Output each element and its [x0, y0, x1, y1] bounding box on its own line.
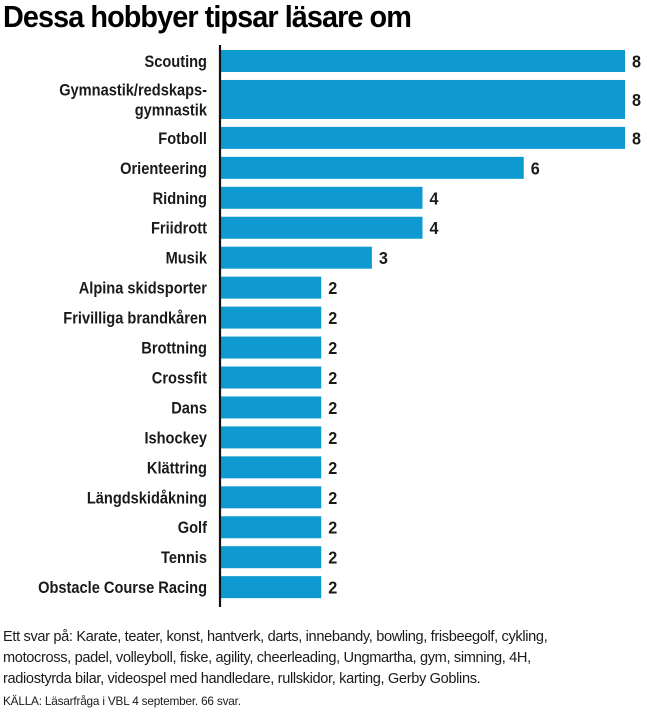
value-labels-layer: 8 8 8 6 4 4 3 2 2 2 2 2 2 2 2 2 2 2 [328, 52, 641, 598]
category-label: Brottning [141, 340, 207, 358]
category-label: Orienteering [120, 160, 207, 178]
bar [221, 426, 322, 449]
category-label: Längdskidåkning [87, 488, 207, 507]
value-label: 8 [632, 129, 641, 149]
category-label: Alpina skidsporter [79, 280, 207, 298]
value-label: 2 [328, 278, 337, 298]
category-label: Musik [166, 250, 208, 268]
value-label: 8 [632, 90, 641, 110]
category-label: Klättring [147, 459, 207, 477]
category-label: Dans [171, 400, 207, 418]
value-label: 6 [531, 159, 540, 179]
value-label: 2 [328, 398, 337, 418]
bar-chart: Scouting Gymnastik/redskaps-gymnastik Fotb… [38, 45, 641, 607]
bar [221, 336, 322, 359]
category-label: Fotboll [158, 130, 207, 148]
bar [221, 576, 322, 599]
value-label: 2 [328, 308, 337, 328]
value-label: 2 [328, 338, 337, 358]
category-label: Obstacle Course Racing [38, 579, 207, 597]
bar [221, 79, 625, 119]
bar [221, 456, 322, 479]
value-label: 2 [328, 548, 337, 568]
category-label: Ishockey [144, 429, 207, 447]
value-label: 2 [328, 488, 337, 508]
value-label: 4 [430, 218, 439, 238]
category-label: Scouting [144, 53, 207, 71]
category-label: Crossfit [152, 370, 208, 388]
bar [221, 516, 322, 539]
category-label: Ridning [153, 190, 207, 208]
category-label: Frivilliga brandkåren [63, 309, 207, 328]
bar [221, 396, 322, 419]
category-label: gymnastik [135, 102, 207, 120]
footnote-line: motocross, padel, volleyboll, fiske, agi… [3, 650, 531, 666]
value-label: 2 [328, 368, 337, 388]
bar [221, 366, 322, 389]
value-label: 3 [379, 248, 388, 268]
category-label: Tennis [161, 549, 207, 567]
category-label: Golf [178, 519, 208, 537]
category-labels-layer: Scouting Gymnastik/redskaps-gymnastik Fotb… [38, 53, 208, 597]
value-label: 4 [430, 189, 439, 209]
footnote-line: Ett svar på: Karate, teater, konst, hant… [3, 629, 548, 645]
value-label: 8 [632, 52, 641, 72]
chart-title: Dessa hobbyer tipsar läsare om [3, 0, 412, 34]
footnote-other-answers: Ett svar på: Karate, teater, konst, hant… [3, 627, 643, 690]
value-label: 2 [328, 578, 337, 598]
bar [221, 156, 524, 179]
bar [221, 186, 423, 209]
bar [221, 126, 625, 149]
bar [221, 276, 322, 299]
bar [221, 246, 372, 269]
value-label: 2 [328, 428, 337, 448]
bar [221, 216, 423, 239]
bars-layer [221, 50, 625, 599]
category-label: Gymnastik/redskaps- [59, 82, 207, 100]
source-note: KÄLLA: Läsarfråga i VBL 4 september. 66 … [3, 694, 241, 708]
bar [221, 50, 625, 72]
footnote-line: radiostyrda bilar, videospel med handled… [3, 671, 481, 687]
bar [221, 486, 322, 509]
value-label: 2 [328, 518, 337, 538]
category-label: Friidrott [151, 220, 208, 238]
bar [221, 546, 322, 569]
bar [221, 306, 322, 329]
value-label: 2 [328, 458, 337, 478]
